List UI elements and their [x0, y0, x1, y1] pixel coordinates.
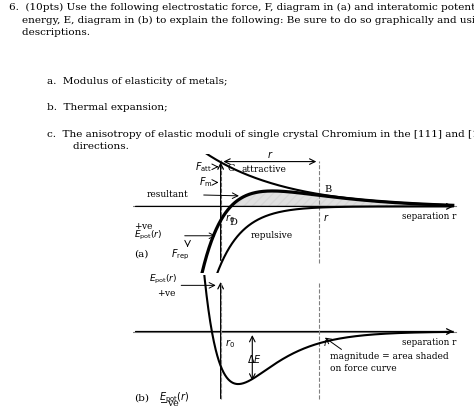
Text: C: C: [228, 164, 235, 173]
Text: magnitude = area shaded
on force curve: magnitude = area shaded on force curve: [329, 352, 448, 373]
Text: $r_0$: $r_0$: [225, 212, 235, 225]
Text: $r$: $r$: [323, 337, 330, 348]
Text: resultant: resultant: [147, 191, 189, 199]
Text: attractive: attractive: [242, 166, 287, 174]
Text: 6.  (10pts) Use the following electrostatic force, F, diagram in (a) and interat: 6. (10pts) Use the following electrostat…: [9, 3, 474, 37]
Text: $r$: $r$: [323, 212, 330, 223]
Text: $F_{\rm m}$: $F_{\rm m}$: [199, 176, 212, 189]
Text: $\Delta E$: $\Delta E$: [247, 353, 262, 365]
Text: c.  The anisotropy of elastic moduli of single crystal Chromium in the [111] and: c. The anisotropy of elastic moduli of s…: [47, 130, 474, 151]
Text: $F_{\rm att}$: $F_{\rm att}$: [195, 160, 212, 174]
Text: $r_0$: $r_0$: [225, 337, 235, 349]
Text: a.  Modulus of elasticity of metals;: a. Modulus of elasticity of metals;: [47, 77, 228, 86]
Text: (b): (b): [134, 393, 149, 402]
Text: separation r: separation r: [402, 337, 456, 347]
Text: D: D: [229, 218, 237, 227]
Text: $F_{\rm rep}$: $F_{\rm rep}$: [172, 247, 190, 261]
Text: separation r: separation r: [402, 212, 456, 221]
Text: $-$ve: $-$ve: [159, 399, 181, 408]
Text: $E_{\rm pot}(r)$
$+$ve: $E_{\rm pot}(r)$ $+$ve: [149, 273, 177, 298]
Text: (a): (a): [134, 250, 148, 259]
Text: $r$: $r$: [266, 149, 273, 160]
Text: B: B: [325, 185, 332, 194]
Text: b.  Thermal expansion;: b. Thermal expansion;: [47, 103, 168, 112]
Text: $+$ve: $+$ve: [134, 221, 154, 231]
Text: repulsive: repulsive: [250, 231, 292, 241]
Text: $E_{\rm pot}(r)$: $E_{\rm pot}(r)$: [159, 390, 190, 405]
Text: $E_{\rm pot}(r)$: $E_{\rm pot}(r)$: [134, 229, 162, 242]
